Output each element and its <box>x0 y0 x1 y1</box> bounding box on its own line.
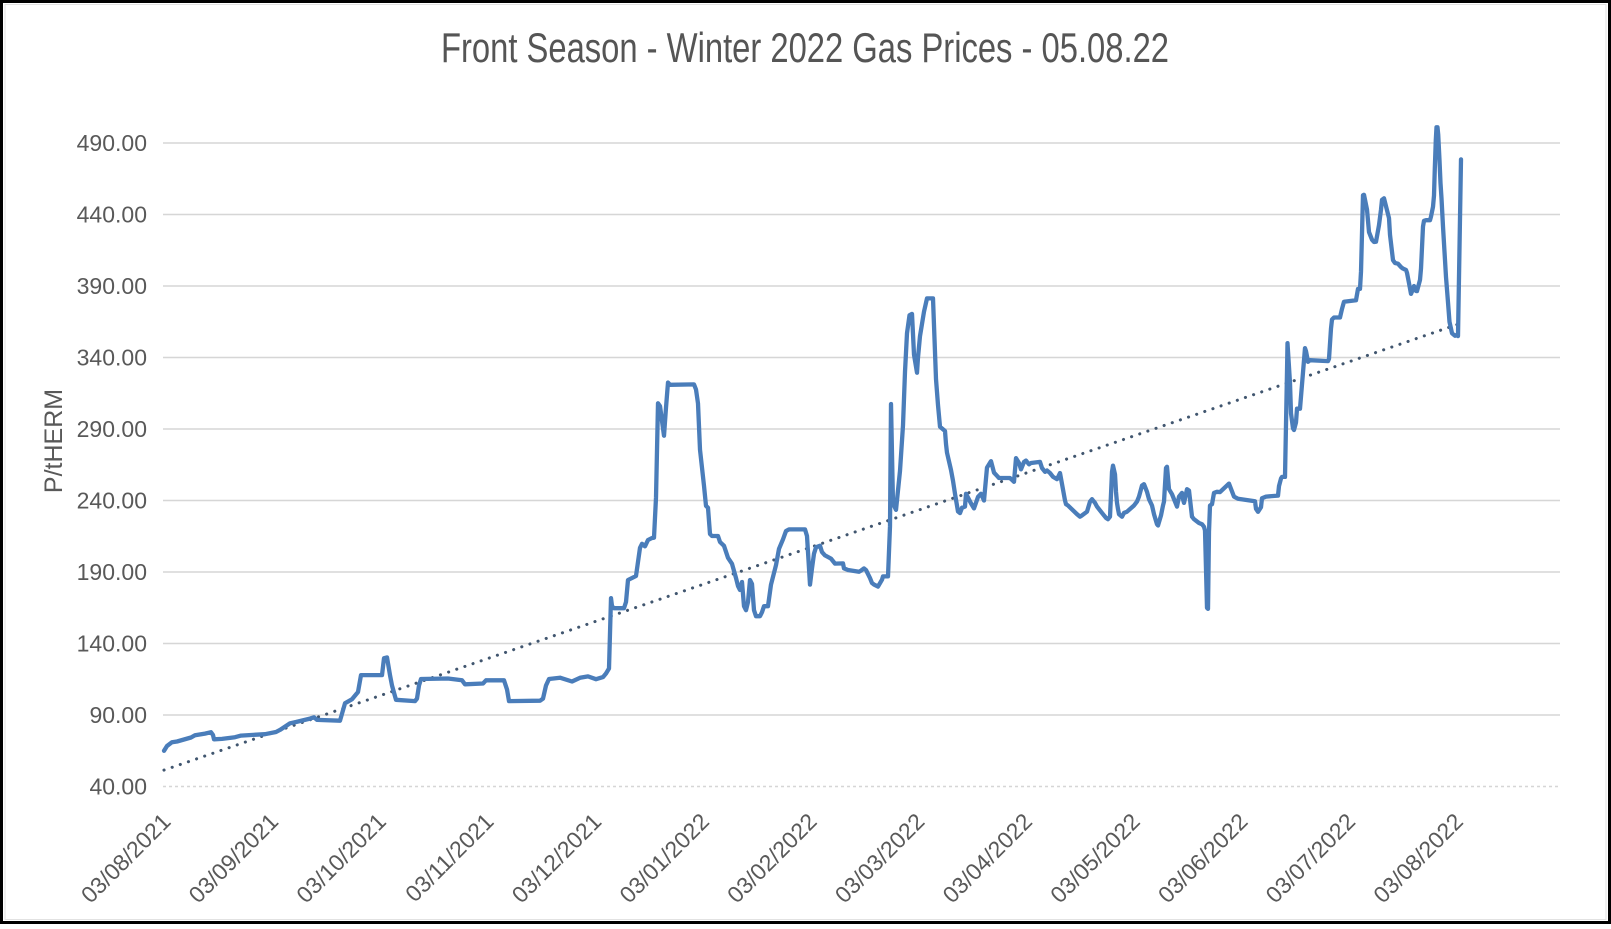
svg-text:490.00: 490.00 <box>77 130 147 156</box>
svg-text:390.00: 390.00 <box>77 273 147 299</box>
svg-text:440.00: 440.00 <box>77 202 147 228</box>
svg-text:190.00: 190.00 <box>77 559 147 585</box>
svg-text:Front Season - Winter 2022 Gas: Front Season - Winter 2022 Gas Prices - … <box>441 24 1169 71</box>
svg-text:P/tHERM: P/tHERM <box>40 389 68 493</box>
svg-text:240.00: 240.00 <box>77 488 147 514</box>
svg-text:340.00: 340.00 <box>77 345 147 371</box>
svg-text:40.00: 40.00 <box>89 774 147 800</box>
svg-text:90.00: 90.00 <box>89 702 147 728</box>
svg-text:290.00: 290.00 <box>77 416 147 442</box>
svg-text:140.00: 140.00 <box>77 631 147 657</box>
